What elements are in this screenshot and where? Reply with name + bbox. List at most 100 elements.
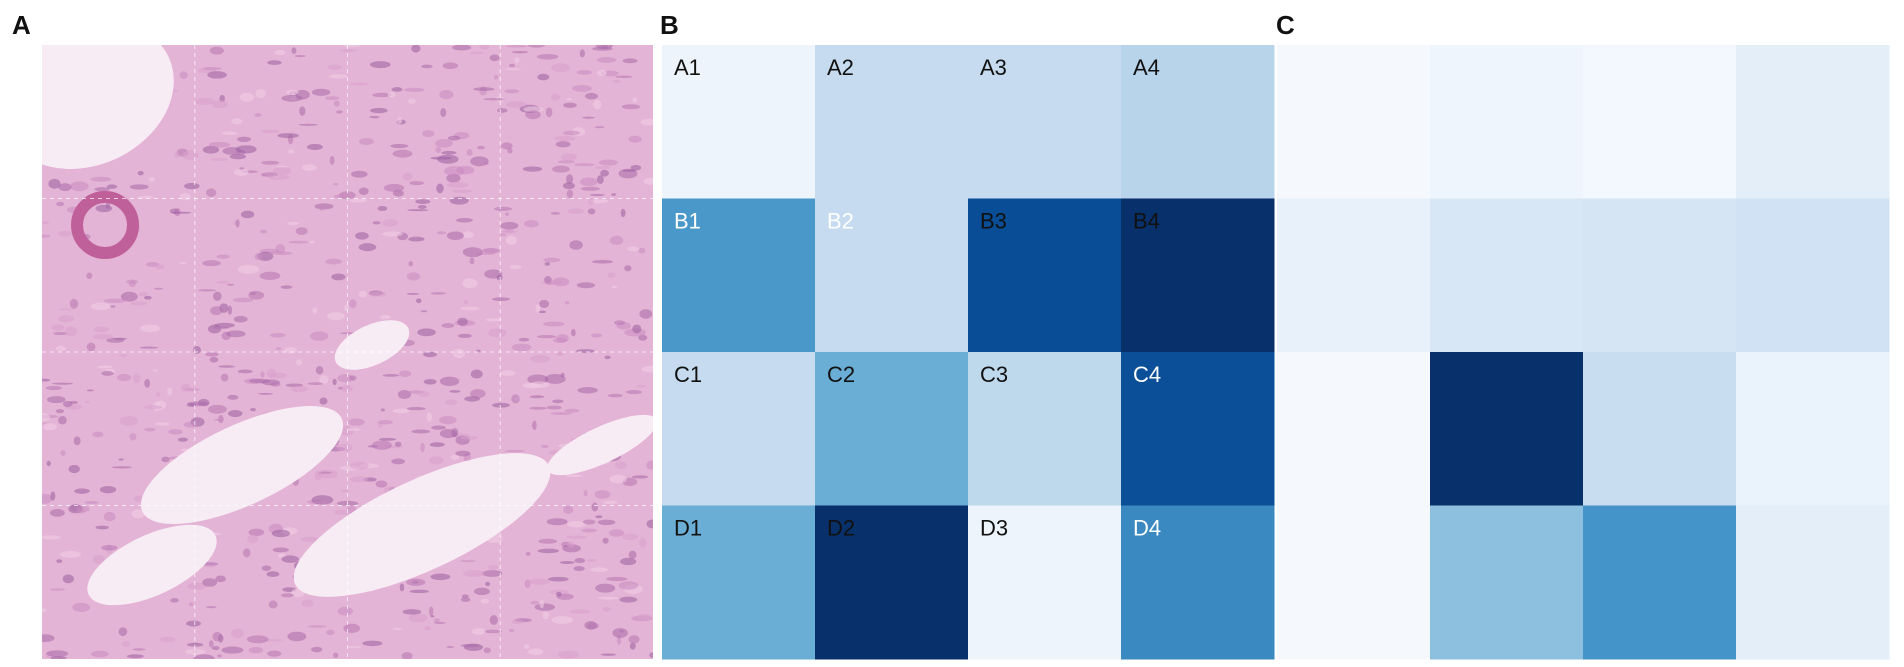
tissue-texture — [604, 355, 611, 360]
tissue-texture — [632, 97, 637, 103]
tissue-texture — [227, 394, 239, 400]
tissue-texture — [404, 87, 425, 92]
tissue-texture — [301, 164, 317, 171]
tissue-texture — [202, 562, 219, 566]
tissue-texture — [179, 192, 191, 201]
tissue-texture — [499, 370, 516, 376]
tissue-texture — [205, 606, 217, 609]
tissue-texture — [417, 205, 427, 209]
tissue-texture — [629, 642, 636, 650]
tissue-texture — [307, 625, 327, 628]
tissue-texture — [461, 594, 469, 599]
tissue-texture — [594, 126, 605, 129]
tissue-texture — [566, 189, 574, 199]
tissue-texture — [337, 374, 355, 383]
tissue-texture — [497, 108, 508, 113]
tissue-texture — [221, 131, 238, 136]
tissue-texture — [368, 291, 387, 297]
tissue-texture — [639, 537, 647, 548]
tissue-texture — [415, 199, 431, 205]
heatmap-cell — [1583, 505, 1737, 660]
tissue-texture — [424, 626, 431, 631]
tissue-texture — [73, 436, 81, 446]
tissue-texture — [607, 272, 616, 278]
tissue-texture — [439, 89, 454, 100]
tissue-texture — [131, 509, 146, 519]
tissue-texture — [408, 613, 428, 623]
tissue-texture — [110, 305, 116, 308]
tissue-texture — [155, 392, 160, 397]
tissue-texture — [350, 82, 370, 86]
tissue-texture — [103, 298, 126, 304]
tissue-texture — [562, 544, 581, 553]
tissue-texture — [94, 187, 110, 192]
tissue-texture — [582, 519, 596, 525]
tissue-texture — [90, 176, 112, 182]
tissue-texture — [295, 359, 303, 366]
tissue-texture — [527, 45, 546, 48]
tissue-texture — [138, 291, 148, 297]
tissue-texture — [567, 521, 587, 528]
tissue-texture — [259, 229, 267, 234]
tissue-texture — [332, 378, 337, 386]
tissue-texture — [318, 471, 332, 474]
tissue-texture — [331, 273, 346, 281]
tissue-texture — [460, 597, 471, 602]
tissue-texture — [99, 485, 117, 494]
cell-label: A3 — [980, 55, 1007, 80]
tissue-texture — [525, 110, 541, 120]
tissue-lumen — [87, 524, 217, 606]
tissue-texture — [213, 418, 225, 421]
tissue-texture — [564, 301, 570, 305]
tissue-texture — [206, 188, 217, 197]
tissue-texture — [447, 135, 461, 141]
tissue-texture — [500, 221, 519, 230]
tissue-texture — [229, 153, 247, 160]
tissue-texture — [266, 571, 280, 577]
tissue-texture — [101, 544, 118, 551]
tissue-texture — [307, 382, 324, 386]
tissue-texture — [407, 209, 429, 212]
cell-label: C2 — [827, 362, 855, 387]
tissue-texture — [348, 418, 365, 426]
tissue-texture — [588, 197, 594, 205]
tissue-texture — [452, 45, 472, 51]
tissue-texture — [640, 118, 653, 126]
tissue-texture — [120, 291, 138, 302]
tissue-texture — [290, 385, 309, 393]
tissue-texture — [58, 183, 72, 192]
tissue-texture — [341, 489, 349, 493]
tissue-texture — [483, 629, 503, 634]
heatmap-cell — [1277, 45, 1431, 199]
tissue-texture — [504, 450, 526, 453]
tissue-texture — [394, 441, 402, 447]
tissue-texture — [627, 246, 640, 252]
tissue-texture — [477, 145, 485, 150]
tissue-texture — [184, 648, 206, 655]
tissue-texture — [86, 389, 94, 392]
tissue-texture — [426, 412, 433, 422]
tissue-texture — [227, 305, 233, 315]
tissue-texture — [55, 409, 65, 414]
tissue-texture — [202, 578, 218, 587]
tissue-texture — [522, 166, 543, 172]
tissue-texture — [379, 314, 391, 320]
tissue-texture — [509, 63, 516, 68]
tissue-texture — [511, 394, 520, 404]
tissue-texture — [46, 650, 69, 658]
cell-label: A2 — [827, 55, 854, 80]
tissue-texture — [620, 208, 626, 218]
tissue-texture — [306, 143, 323, 151]
tissue-texture — [268, 600, 278, 609]
cell-label: B2 — [827, 209, 854, 234]
tissue-texture — [310, 331, 329, 341]
tissue-texture — [42, 634, 55, 642]
tissue-texture — [371, 440, 392, 450]
tissue-texture — [299, 106, 306, 116]
tissue-texture — [133, 495, 144, 502]
tissue-texture — [171, 211, 192, 214]
tissue-texture — [596, 56, 617, 63]
tissue-texture — [129, 184, 149, 190]
tissue-texture — [489, 615, 498, 625]
tissue-texture — [573, 163, 595, 167]
